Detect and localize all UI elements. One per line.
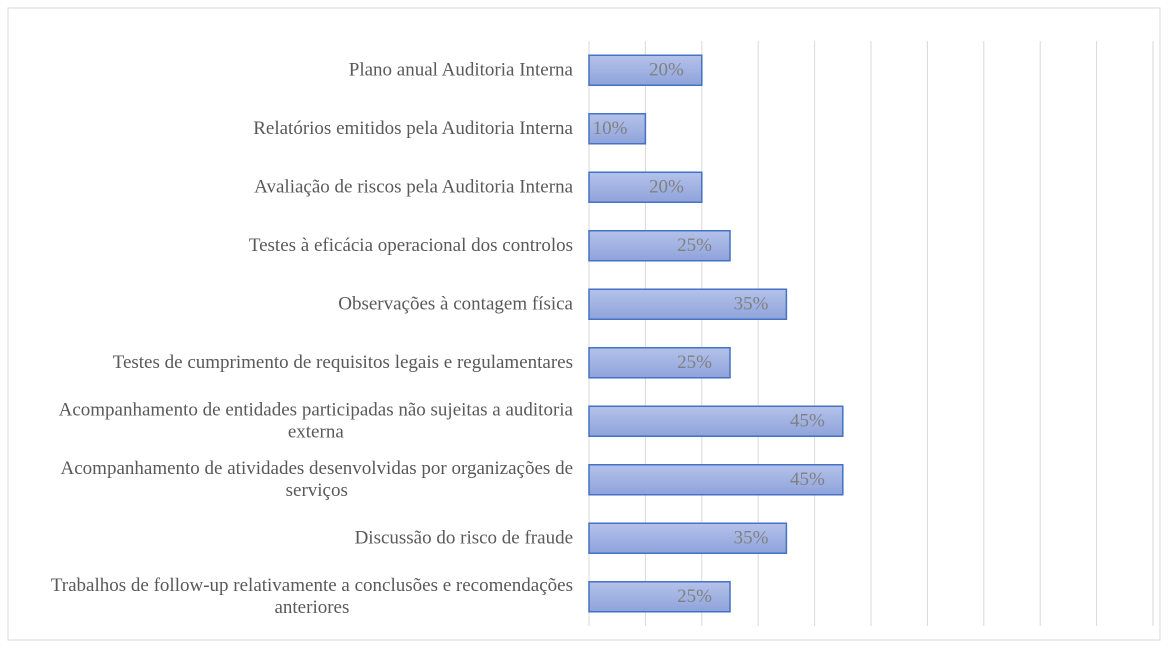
value-label: 45%	[790, 469, 825, 490]
value-label: 25%	[677, 352, 712, 373]
value-label: 10%	[593, 118, 628, 139]
category-label: Acompanhamento de entidades participadas…	[59, 400, 574, 443]
category-label: Testes de cumprimento de requisitos lega…	[113, 352, 573, 373]
category-label: Observações à contagem física	[338, 294, 573, 315]
value-label: 25%	[677, 586, 712, 607]
bar	[588, 405, 844, 437]
bar	[588, 171, 703, 203]
value-label: 35%	[734, 528, 769, 549]
category-label: Plano anual Auditoria Interna	[349, 60, 574, 81]
category-label: Discussão do risco de fraude	[355, 528, 573, 549]
category-label: Trabalhos de follow-up relativamente a c…	[51, 575, 573, 618]
value-label: 20%	[649, 177, 684, 198]
value-label: 20%	[649, 60, 684, 81]
value-label: 25%	[677, 235, 712, 256]
bar	[588, 230, 731, 262]
bar	[588, 464, 844, 496]
bar	[588, 54, 703, 86]
value-label: 35%	[734, 294, 769, 315]
category-label: Relatórios emitidos pela Auditoria Inter…	[253, 118, 573, 139]
bar	[588, 347, 731, 379]
bar	[588, 522, 788, 554]
bar	[588, 113, 647, 145]
category-label: Acompanhamento de atividades desenvolvid…	[61, 458, 573, 501]
value-label: 45%	[790, 411, 825, 432]
bar	[588, 581, 731, 613]
category-label: Avaliação de riscos pela Auditoria Inter…	[254, 177, 573, 198]
bar	[588, 288, 788, 320]
category-label: Testes à eficácia operacional dos contro…	[249, 235, 573, 256]
chart-frame	[7, 7, 1161, 641]
